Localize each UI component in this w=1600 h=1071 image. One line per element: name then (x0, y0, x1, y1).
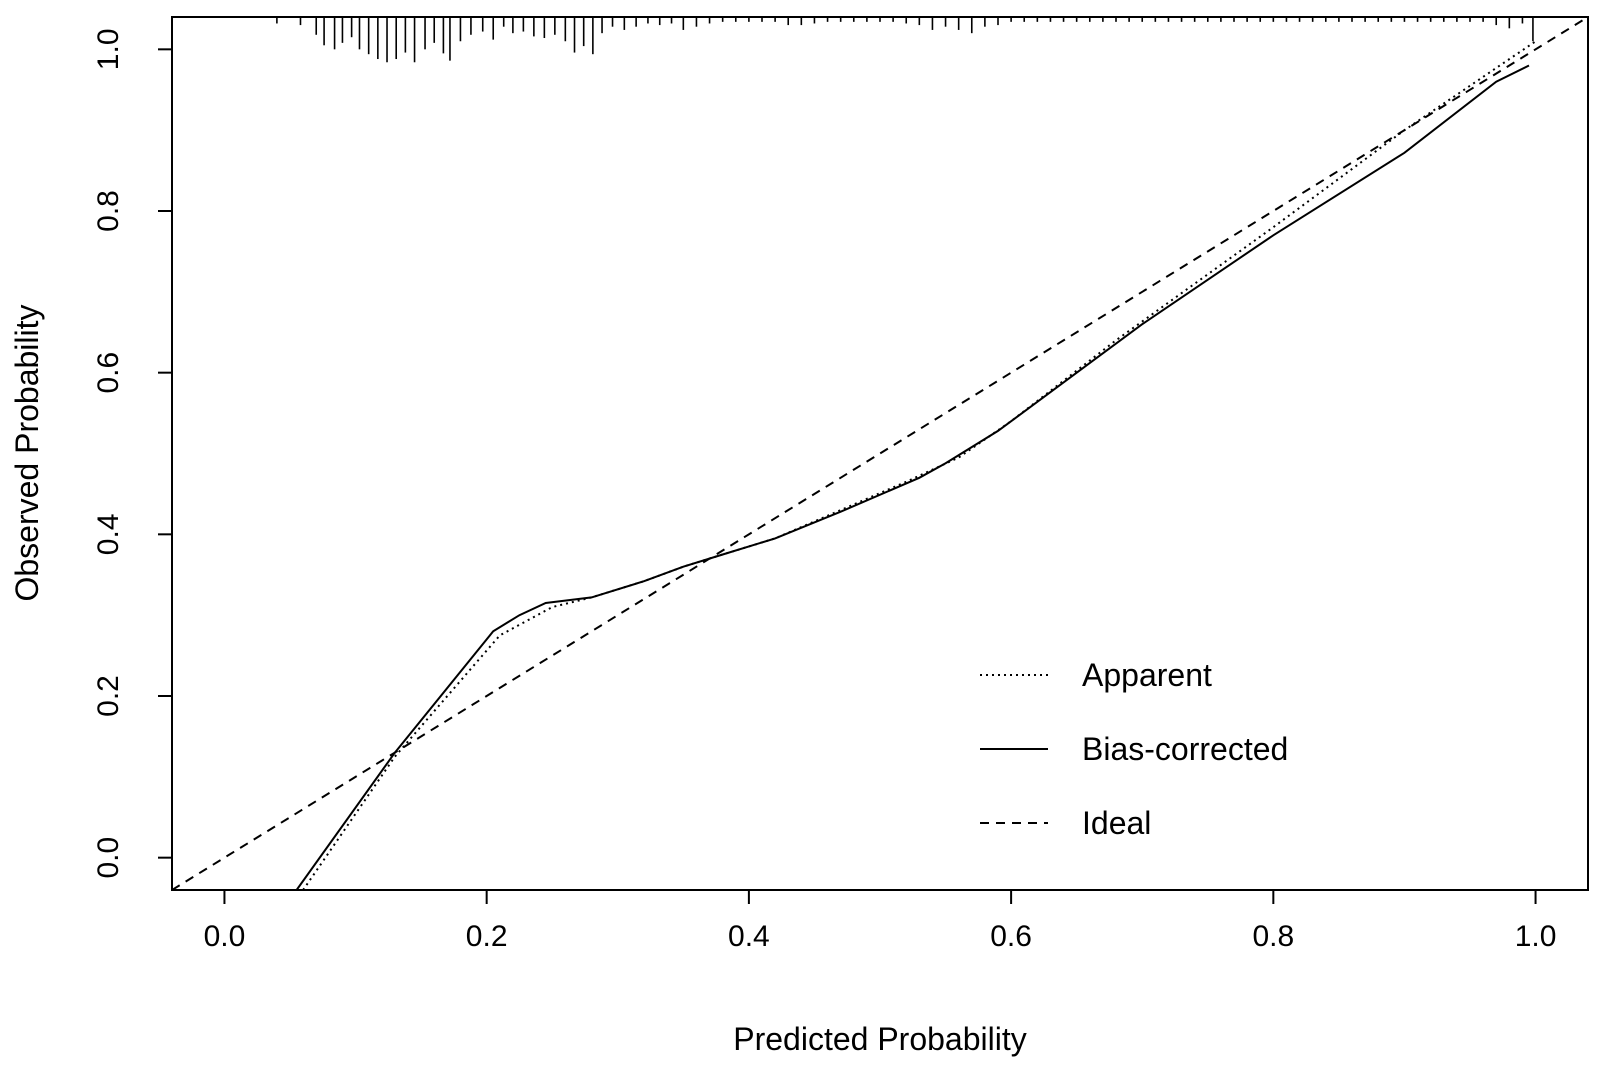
y-tick-label: 0.8 (92, 190, 125, 232)
x-axis: 0.0 0.2 0.4 0.6 0.8 1.0 (204, 889, 1557, 953)
y-tick-label: 0.6 (92, 352, 125, 394)
y-tick-label: 0.2 (92, 675, 125, 717)
x-tick-label: 1.0 (1515, 920, 1557, 953)
legend-label: Ideal (1082, 805, 1151, 841)
legend: Apparent Bias-corrected Ideal (980, 657, 1288, 841)
y-axis-label: Observed Probability (9, 304, 45, 601)
series-line-ideal (172, 17, 1588, 890)
x-tick-label: 0.2 (466, 920, 508, 953)
y-axis: 0.0 0.2 0.4 0.6 0.8 1.0 (92, 28, 173, 879)
legend-label: Bias-corrected (1082, 731, 1288, 767)
legend-label: Apparent (1082, 657, 1212, 693)
x-axis-label: Predicted Probability (733, 1021, 1026, 1057)
series-line-bias-corrected (295, 64, 1530, 890)
y-tick-label: 0.4 (92, 513, 125, 555)
x-tick-label: 0.6 (990, 920, 1032, 953)
y-tick-label: 1.0 (92, 28, 125, 70)
x-tick-label: 0.0 (204, 920, 246, 953)
x-tick-label: 0.4 (728, 920, 770, 953)
y-tick-label: 0.0 (92, 837, 125, 879)
series-line-apparent (302, 40, 1537, 890)
series-layer (172, 17, 1588, 890)
rug-ticks (276, 17, 1534, 63)
x-tick-label: 0.8 (1252, 920, 1294, 953)
